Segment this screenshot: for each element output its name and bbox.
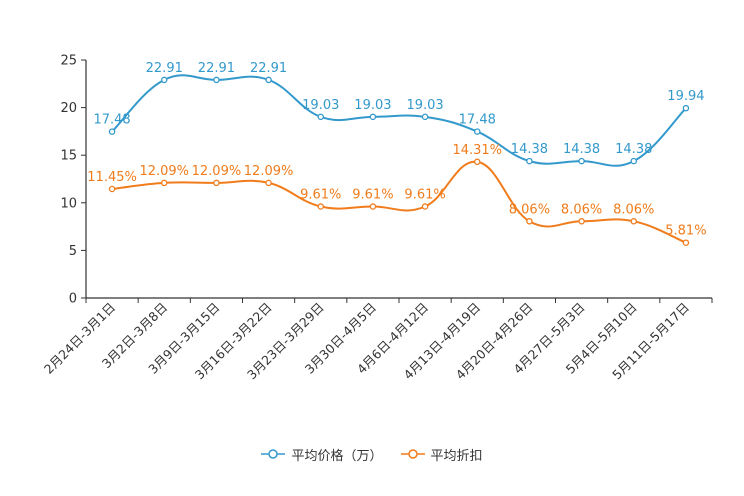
discount-data-label: 14.31% [452, 143, 502, 158]
price-data-label: 22.91 [198, 61, 235, 76]
discount-data-label: 12.09% [139, 164, 189, 179]
discount-data-point [160, 179, 168, 187]
discount-data-label: 11.45% [87, 170, 137, 185]
legend: 平均价格（万） 平均折扣 [0, 443, 744, 465]
discount-data-point [630, 218, 638, 225]
price-data-point [160, 76, 168, 84]
legend-item-discount[interactable]: 平均折扣 [400, 445, 483, 464]
data-labels: 17.48 22.91 22.91 22.91 19.03 19.03 19.03 17.48… [87, 61, 706, 239]
y-tick-label: 20 [60, 101, 77, 116]
discount-data-label: 8.06% [509, 202, 550, 217]
discount-data-label: 8.06% [613, 202, 654, 217]
discount-data-label: 12.09% [244, 164, 294, 179]
discount-data-label: 9.61% [300, 188, 341, 203]
price-series-line [111, 74, 687, 167]
y-tick-label: 0 [69, 292, 77, 307]
price-data-label: 19.03 [302, 98, 339, 113]
series-layer [108, 74, 690, 246]
price-data-label: 14.38 [615, 142, 652, 157]
legend-label-price: 平均价格（万） [291, 448, 383, 464]
price-data-point [265, 76, 272, 84]
discount-data-point [473, 158, 481, 166]
price-data-label: 14.38 [563, 142, 600, 157]
price-data-label: 17.48 [93, 113, 130, 128]
price-data-label: 19.94 [667, 89, 704, 104]
legend-label-discount: 平均折扣 [430, 448, 483, 464]
price-data-label: 22.91 [146, 61, 183, 76]
discount-data-label: 5.81% [665, 224, 706, 239]
discount-data-label: 9.61% [352, 188, 393, 203]
y-tick-label: 15 [60, 149, 77, 164]
y-tick-label: 25 [60, 54, 77, 69]
price-data-point [369, 113, 377, 121]
price-data-point [108, 128, 116, 135]
discount-data-label: 9.61% [404, 188, 445, 203]
discount-data-point [317, 203, 324, 210]
price-data-point [421, 113, 429, 121]
price-data-label: 17.48 [459, 113, 496, 128]
discount-data-point [578, 218, 585, 225]
price-data-point [213, 76, 220, 84]
discount-data-point [526, 218, 533, 225]
price-data-point [630, 157, 638, 165]
price-data-point [526, 157, 533, 165]
discount-data-point [369, 203, 377, 210]
price-legend-icon [261, 449, 286, 459]
price-data-label: 22.91 [250, 61, 287, 76]
line-chart: 05101520252月24日-3月1日3月2日-3月8日3月9日-3月15日3… [41, 54, 713, 382]
discount-data-point [421, 203, 429, 210]
y-tick-label: 5 [69, 244, 77, 259]
discount-data-point [682, 239, 690, 246]
discount-data-point [265, 179, 272, 187]
price-data-label: 19.03 [406, 98, 443, 113]
discount-data-label: 12.09% [192, 164, 242, 179]
price-data-point [578, 157, 585, 165]
legend-item-price[interactable]: 平均价格（万） [261, 445, 383, 464]
discount-data-point [108, 185, 116, 193]
price-data-point [317, 113, 324, 121]
discount-data-label: 8.06% [561, 202, 602, 217]
price-data-label: 14.38 [511, 142, 548, 157]
price-data-label: 19.03 [354, 98, 391, 113]
price-data-point [473, 128, 481, 135]
price-data-point [682, 104, 690, 112]
discount-data-point [213, 179, 220, 187]
y-tick-label: 10 [60, 196, 77, 211]
discount-legend-icon [400, 449, 425, 459]
